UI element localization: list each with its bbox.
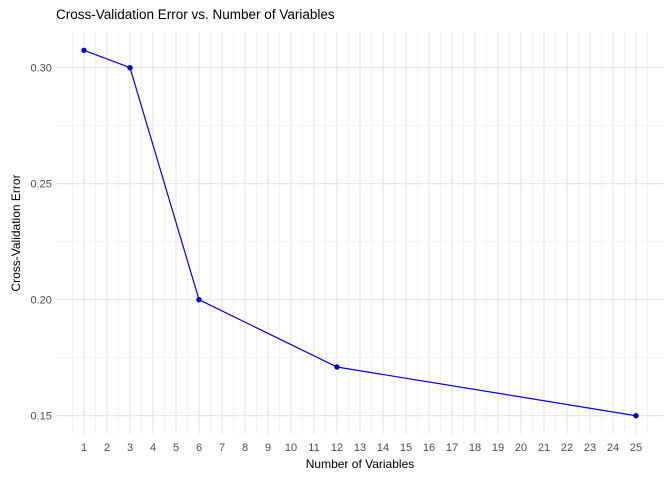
data-point	[81, 47, 87, 53]
grid-major	[56, 32, 664, 434]
x-tick-label: 15	[400, 442, 412, 454]
y-tick-label: 0.20	[30, 295, 51, 307]
x-tick-labels: 1 2 3 4 5 6 7 8 9 10 11 12 13 14 15 16 17 18 19 20 21 22 23 24 2…	[81, 442, 642, 454]
chart-title: Cross-Validation Error vs. Number of Var…	[56, 7, 335, 22]
x-tick-label: 22	[561, 442, 573, 454]
x-tick-label: 11	[308, 442, 319, 454]
data-point	[334, 364, 340, 370]
x-tick-label: 13	[354, 442, 366, 454]
y-tick-labels: 0.15 0.20 0.25 0.30	[30, 62, 51, 422]
x-tick-label: 1	[81, 442, 87, 454]
y-tick-label: 0.15	[30, 411, 51, 423]
x-tick-label: 5	[173, 442, 179, 454]
x-tick-label: 8	[242, 442, 248, 454]
data-point	[196, 297, 202, 303]
x-tick-label: 21	[538, 442, 550, 454]
x-tick-label: 18	[469, 442, 481, 454]
grid-minor	[56, 32, 664, 434]
x-tick-label: 17	[446, 442, 458, 454]
x-tick-label: 10	[285, 442, 297, 454]
x-tick-label: 24	[607, 442, 619, 454]
x-tick-label: 12	[331, 442, 343, 454]
y-tick-label: 0.30	[30, 62, 51, 74]
x-tick-label: 19	[492, 442, 504, 454]
x-tick-label: 6	[196, 442, 202, 454]
x-axis-title: Number of Variables	[305, 457, 415, 471]
x-tick-label: 25	[630, 442, 642, 454]
x-tick-label: 23	[584, 442, 596, 454]
data-point	[127, 64, 133, 71]
y-tick-label: 0.25	[30, 178, 51, 190]
x-tick-label: 7	[219, 442, 225, 454]
x-tick-label: 9	[265, 442, 271, 454]
x-tick-label: 20	[515, 442, 527, 454]
x-tick-label: 16	[423, 442, 435, 454]
data-points	[81, 47, 639, 419]
x-tick-label: 14	[377, 442, 389, 454]
x-tick-label: 4	[150, 442, 156, 454]
data-point	[633, 413, 639, 419]
x-tick-label: 3	[127, 442, 133, 454]
x-tick-label: 2	[104, 442, 110, 454]
